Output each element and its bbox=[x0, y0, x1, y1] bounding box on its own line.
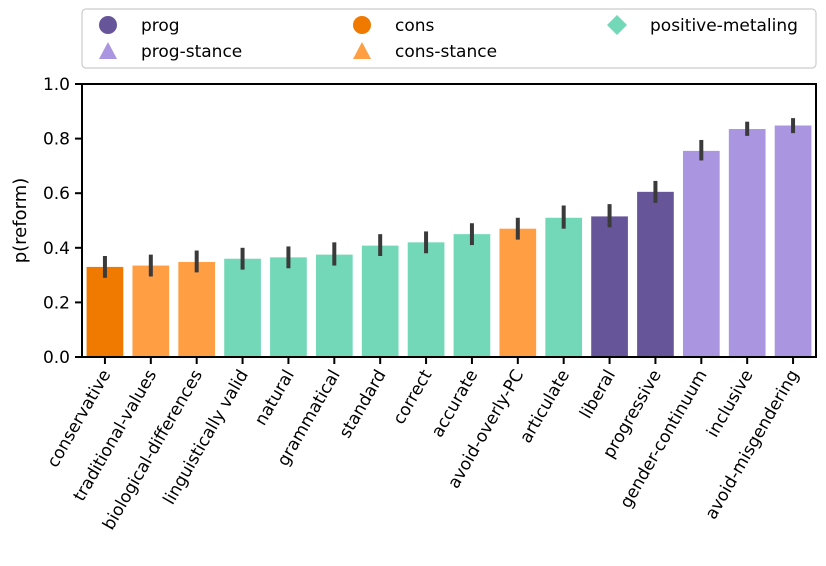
bar-biological-differences bbox=[178, 261, 216, 357]
legend-marker-diamond bbox=[607, 15, 627, 35]
legend-label: cons-stance bbox=[395, 42, 497, 62]
y-tick-label: 0.2 bbox=[43, 293, 70, 313]
legend-marker-circle bbox=[99, 16, 117, 34]
x-tick-label: linguistically valid bbox=[159, 367, 252, 509]
legend-label: prog bbox=[141, 16, 180, 36]
x-tick-label: liberal bbox=[576, 367, 620, 423]
x-tick-label: avoid-misgendering bbox=[701, 367, 803, 524]
bar-articulate bbox=[545, 217, 583, 357]
bars bbox=[86, 125, 812, 357]
bar-natural bbox=[270, 257, 307, 357]
bar-accurate bbox=[453, 234, 491, 357]
legend-marker-circle bbox=[353, 16, 371, 34]
bar-liberal bbox=[591, 216, 628, 357]
y-tick-label: 0.6 bbox=[43, 184, 70, 204]
plot-frame bbox=[81, 83, 817, 358]
legend-marker-triangle bbox=[99, 42, 117, 59]
x-tick-label: natural bbox=[251, 367, 299, 430]
legend-label: prog-stance bbox=[141, 42, 242, 62]
bar-inclusive bbox=[728, 129, 766, 357]
bar-traditional-values bbox=[132, 265, 170, 357]
bar-progressive bbox=[637, 191, 674, 357]
bar-conservative bbox=[86, 266, 124, 357]
bar-linguistically-valid bbox=[224, 258, 261, 357]
x-tick-label: traditional-values bbox=[70, 366, 162, 505]
y-tick-label: 0.8 bbox=[43, 130, 70, 150]
error-bars bbox=[102, 118, 796, 278]
x-tick-label: gender-continuum bbox=[616, 367, 711, 512]
bar-avoid-overly-PC bbox=[499, 228, 537, 357]
bar-gender-continuum bbox=[682, 150, 720, 357]
legend-label: cons bbox=[395, 16, 435, 36]
y-tick-label: 0.0 bbox=[43, 348, 70, 368]
x-tick-label: correct bbox=[389, 366, 436, 428]
bar-standard bbox=[361, 245, 399, 357]
bar-grammatical bbox=[315, 254, 353, 357]
y-tick-label: 1.0 bbox=[43, 75, 70, 95]
legend: prog prog-stance cons cons-stance positive-m… bbox=[81, 8, 817, 69]
x-axis: conservativetraditional-valuesbiological… bbox=[43, 357, 803, 534]
bar-correct bbox=[407, 242, 445, 357]
y-axis: 0.0 0.2 0.4 0.6 0.8 1.0 bbox=[43, 75, 82, 368]
legend-label: positive-metaling bbox=[650, 16, 798, 36]
legend-marker-triangle bbox=[353, 42, 371, 59]
y-tick-label: 0.4 bbox=[43, 239, 70, 259]
y-axis-title: p(reform) bbox=[10, 178, 31, 264]
legend-box bbox=[81, 8, 817, 69]
bar-avoid-misgendering bbox=[774, 125, 812, 357]
